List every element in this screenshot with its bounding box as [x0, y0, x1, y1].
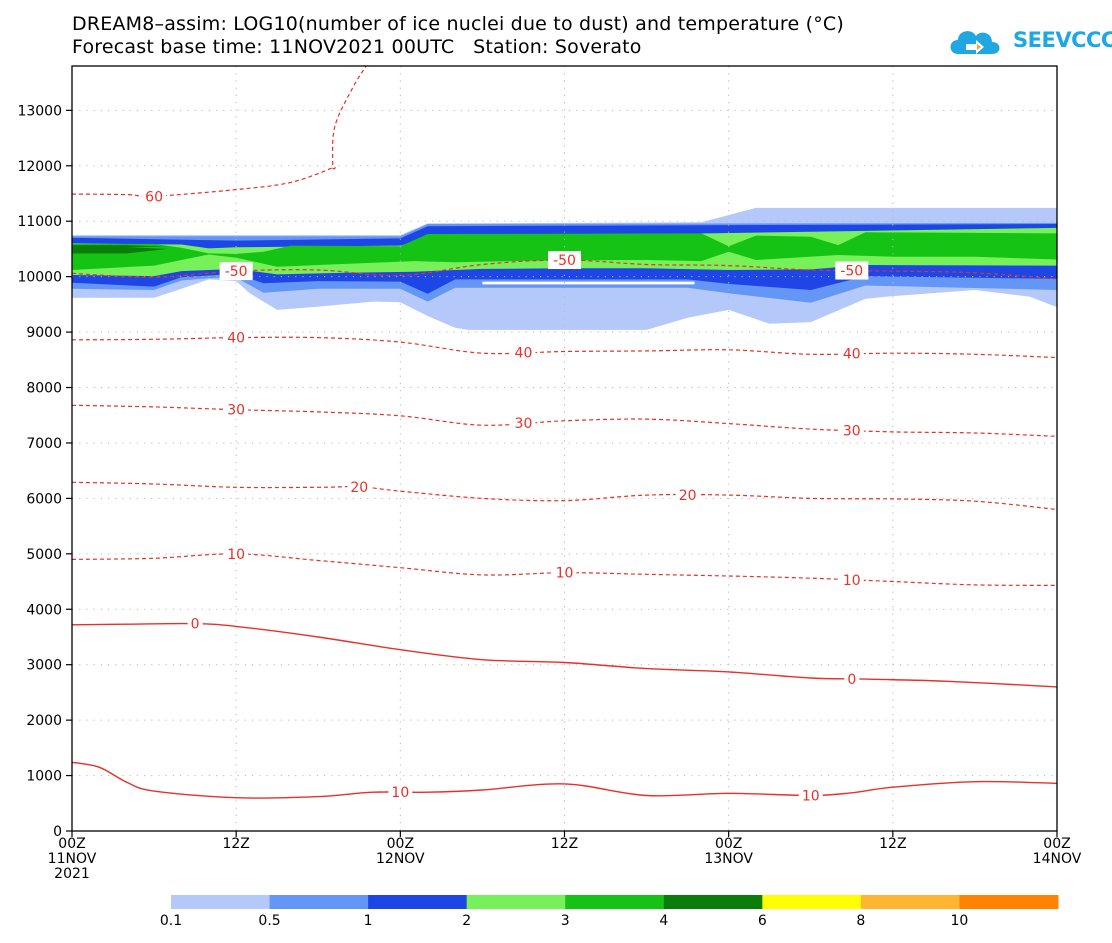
contour-label: 20 — [350, 480, 368, 496]
contour-label: -50 — [840, 264, 863, 280]
contour-label: 10 — [556, 566, 574, 582]
contour-label-bg — [187, 614, 203, 633]
chart-title: DREAM8–assim: LOG10(number of ice nuclei… — [72, 13, 844, 35]
x-tick-label: 00Z — [1043, 836, 1070, 852]
y-tick-label: 12000 — [17, 159, 62, 175]
y-tick-label: 2000 — [26, 713, 62, 729]
logo-text: SEEVCCC — [1013, 28, 1112, 52]
colorbar-label: 6 — [758, 913, 767, 929]
contour-label-bg — [548, 251, 581, 270]
y-tick-label: 3000 — [26, 658, 62, 674]
contour-label-bg — [552, 563, 577, 582]
colorbar-swatch — [860, 895, 960, 909]
contour-label-bg — [219, 262, 253, 281]
colorbar-swatch — [269, 895, 369, 909]
contour-label-bg — [798, 786, 823, 805]
chart-subtitle: Forecast base time: 11NOV2021 00UTC Stat… — [72, 36, 642, 58]
y-tick-label: 10000 — [17, 270, 62, 286]
temperature-contour-solid-0 — [71, 622, 1058, 688]
dust-layer-4 — [72, 245, 168, 254]
x-tick-label: 00Z — [58, 836, 85, 852]
colorbar-label: 4 — [659, 913, 668, 929]
temperature-contour-dashed-30 — [71, 404, 1058, 437]
contour-label: 0 — [847, 672, 856, 688]
colorbar-label: 1 — [364, 913, 373, 929]
contour-label: 60 — [145, 189, 163, 205]
contour-label-bg — [224, 544, 249, 563]
colorbar: 0.1 0.5 1 2 3 4 6 8 10 — [160, 895, 1059, 929]
y-tick-label: 6000 — [26, 491, 62, 507]
y-axis: 0 1000 2000 3000 4000 5000 6000 7000 8000 9000 100… — [17, 103, 72, 840]
contour-label: 30 — [227, 403, 245, 419]
x-tick-label: 13NOV — [704, 851, 753, 867]
contour-label: 0 — [191, 617, 200, 633]
y-tick-label: 8000 — [26, 381, 62, 397]
y-tick-label: 9000 — [26, 325, 62, 341]
y-tick-label: 5000 — [26, 547, 62, 563]
colorbar-label: 8 — [856, 913, 865, 929]
contour-label: 40 — [227, 331, 245, 347]
colorbar-swatch — [565, 895, 665, 909]
x-tick-label: 12Z — [879, 836, 906, 852]
contour-label: 30 — [843, 423, 861, 439]
y-tick-label: 0 — [53, 824, 62, 840]
contour-label-bg — [835, 261, 869, 280]
contour-label: -50 — [225, 264, 248, 280]
contour-label: 10 — [227, 547, 245, 563]
x-tick-label: 00Z — [715, 836, 742, 852]
contour-label: 40 — [843, 347, 861, 363]
grid-lines — [72, 66, 1057, 831]
contour-label: 10 — [802, 789, 820, 805]
colorbar-label: 3 — [561, 913, 570, 929]
x-tick-label: 14NOV — [1033, 851, 1082, 867]
contour-label: -50 — [553, 253, 576, 269]
y-tick-label: 11000 — [17, 214, 62, 230]
colorbar-label: 0.1 — [160, 913, 182, 929]
contour-label: 10 — [391, 785, 409, 801]
temperature-contour-solid-10 — [71, 761, 1058, 799]
x-tick-label: 00Z — [387, 836, 414, 852]
dust-gap — [482, 281, 695, 285]
colorbar-swatch — [663, 895, 763, 909]
contour-label: 20 — [679, 488, 697, 504]
contour-label-bg — [675, 486, 700, 505]
contour-label-bg — [224, 400, 249, 419]
contour-label: 30 — [515, 416, 533, 432]
colorbar-label: 0.5 — [258, 913, 280, 929]
contour-label-bg — [511, 343, 536, 362]
contour-label-bg — [839, 421, 864, 440]
contour-label-bg — [844, 669, 860, 688]
y-tick-label: 4000 — [26, 602, 62, 618]
contour-label-bg — [388, 783, 413, 802]
colorbar-swatch — [762, 895, 862, 909]
colorbar-label: 2 — [462, 913, 471, 929]
contour-label-bg — [839, 570, 864, 589]
contour-label-bg — [347, 477, 372, 496]
contour-label: 10 — [843, 573, 861, 589]
temperature-contours: 10 10 0 0 10 10 10 20 20 30 30 30 40 40 40 -50 -50 -50 60 — [71, 65, 1058, 805]
temperature-contour-dashed-60 — [71, 65, 367, 198]
contour-label: 40 — [515, 345, 533, 361]
seevccc-cloud-logo-icon — [950, 31, 1000, 54]
colorbar-swatch — [466, 895, 566, 909]
y-tick-label: 13000 — [17, 103, 62, 119]
contour-label-bg — [224, 328, 249, 347]
colorbar-label: 10 — [951, 913, 969, 929]
contour-label-bg — [839, 344, 864, 363]
y-tick-label: 1000 — [26, 769, 62, 785]
x-tick-label: 2021 — [54, 866, 90, 882]
x-tick-label: 12Z — [222, 836, 249, 852]
colorbar-swatch — [368, 895, 468, 909]
colorbar-swatch — [171, 895, 271, 909]
y-tick-label: 7000 — [26, 436, 62, 452]
x-tick-label: 12Z — [551, 836, 578, 852]
contour-label-bg — [142, 187, 167, 206]
x-tick-label: 11NOV — [48, 851, 97, 867]
contour-label-bg — [511, 414, 536, 432]
colorbar-swatch — [959, 895, 1059, 909]
x-tick-label: 12NOV — [376, 851, 425, 867]
